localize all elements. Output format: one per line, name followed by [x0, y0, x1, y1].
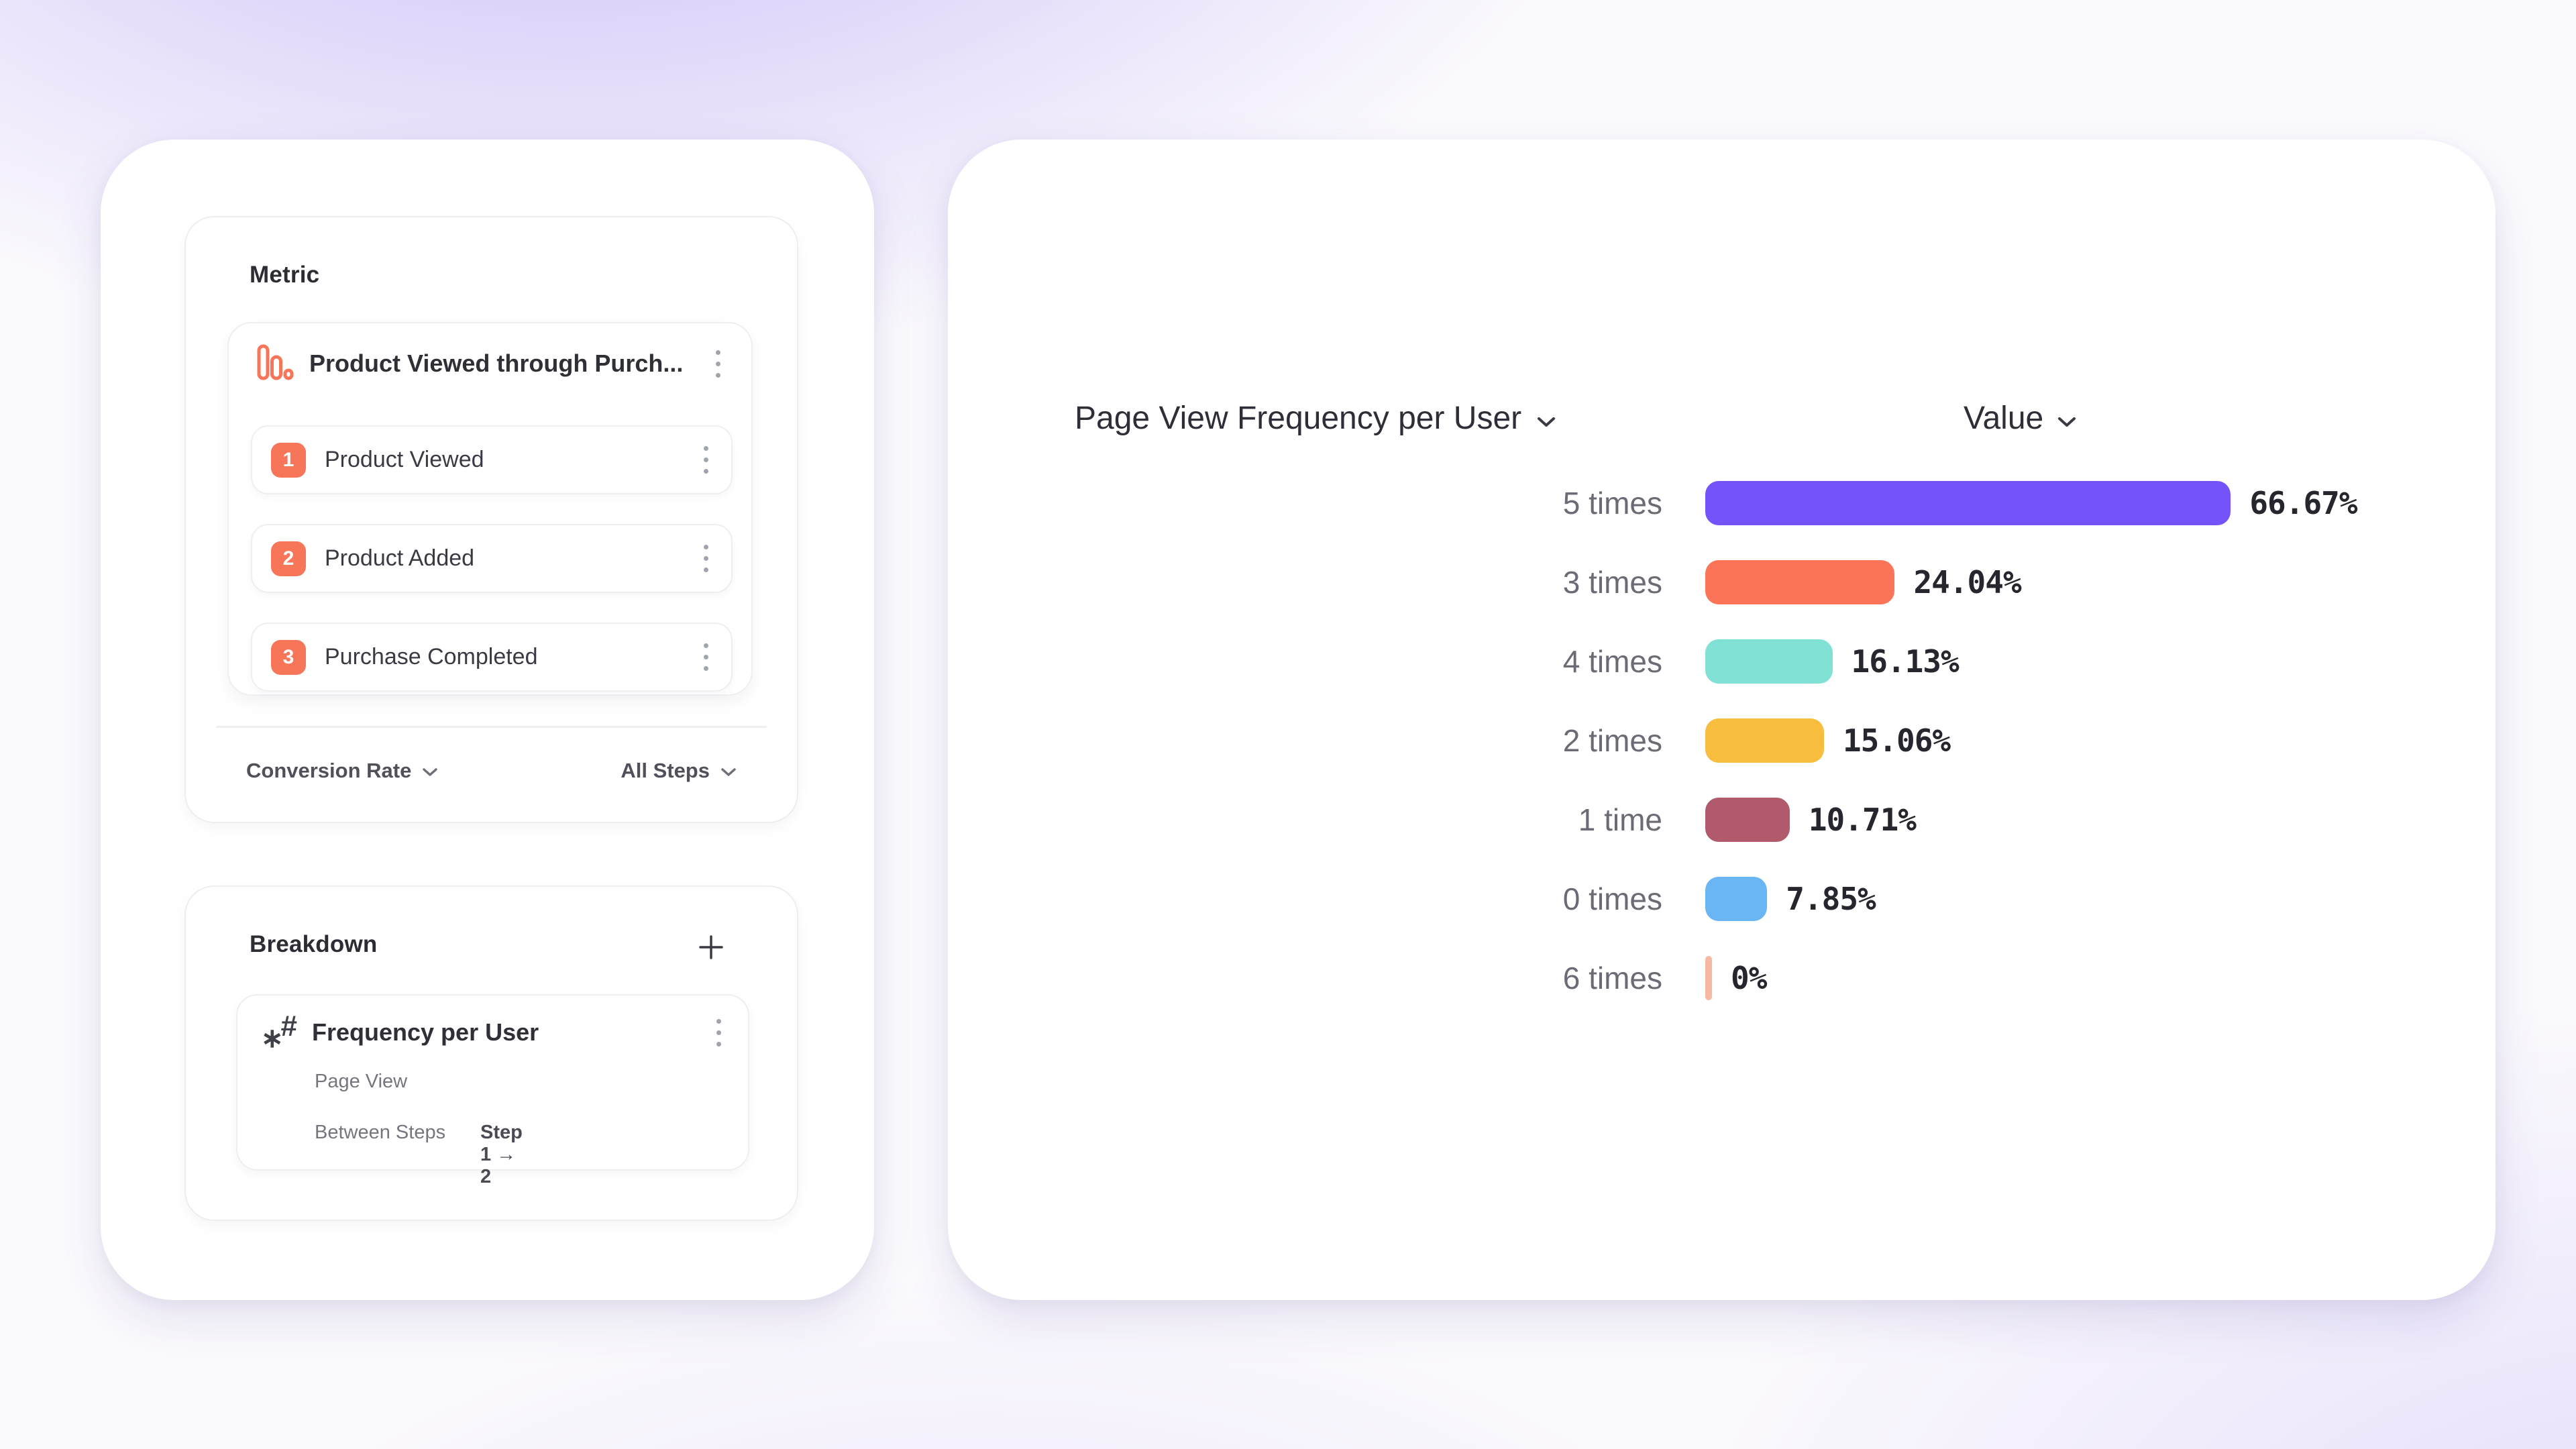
chart-card: Page View Frequency per User Value 5 tim… — [948, 140, 2496, 1300]
chart-row-label: 3 times — [1562, 565, 1662, 600]
breakdown-item-header: # ∗ Frequency per User — [260, 1010, 721, 1055]
chart-bar[interactable] — [1705, 877, 1768, 921]
breakdown-item-scope: Between Steps Step 1 → 2 — [315, 1122, 523, 1187]
chart-value-header: Value — [1964, 400, 2044, 436]
step-kebab-menu[interactable] — [704, 446, 708, 474]
chart-row-label: 0 times — [1562, 881, 1662, 916]
breakdown-scope-value: Step 1 → 2 — [480, 1122, 523, 1187]
breakdown-item[interactable]: # ∗ Frequency per User Page View Between … — [236, 994, 749, 1187]
step-kebab-menu[interactable] — [704, 545, 708, 572]
chevron-down-icon — [720, 759, 737, 783]
chart-bar-value: 10.71% — [1808, 802, 1917, 838]
chart-row: 4 times 16.13% — [948, 622, 2496, 701]
chart-bar-value: 24.04% — [1913, 564, 2021, 600]
chart-bar-value: 15.06% — [1842, 722, 1951, 759]
chart-row: 2 times 15.06% — [948, 701, 2496, 780]
breakdown-item-title: Frequency per User — [312, 1018, 539, 1046]
chart-title: Page View Frequency per User — [1075, 400, 1522, 436]
chart-row: 6 times 0% — [948, 938, 2496, 1018]
funnel-step-row[interactable]: 2 Product Added — [251, 524, 733, 593]
chart-bar[interactable] — [1705, 718, 1824, 763]
chart-row: 0 times 7.85% — [948, 859, 2496, 938]
chart-row: 1 time 10.71% — [948, 780, 2496, 859]
conversion-rate-dropdown-label: Conversion Rate — [246, 759, 412, 782]
step-label: Product Viewed — [325, 447, 484, 472]
chevron-down-icon — [422, 759, 438, 783]
conversion-rate-dropdown[interactable]: Conversion Rate — [246, 759, 438, 783]
chart-bar[interactable] — [1705, 956, 1712, 1000]
query-builder-card: Metric Product Viewed through Purch... 1… — [101, 140, 874, 1300]
breakdown-panel-title: Breakdown — [250, 931, 378, 957]
metric-footer-divider — [216, 726, 767, 728]
metric-panel-title: Metric — [250, 262, 320, 288]
chart-bar[interactable] — [1705, 798, 1790, 842]
chart-bar-value: 66.67% — [2249, 485, 2357, 521]
all-steps-dropdown[interactable]: All Steps — [621, 759, 737, 783]
chart-row-label: 1 time — [1578, 802, 1662, 837]
step-number-badge: 2 — [271, 541, 306, 576]
chart-bar-value: 16.13% — [1851, 643, 1960, 680]
chart-bar[interactable] — [1705, 639, 1833, 684]
chart-row: 5 times 66.67% — [948, 464, 2496, 543]
number-property-icon: # ∗ — [261, 1010, 297, 1053]
funnel-step-row[interactable]: 1 Product Viewed — [251, 425, 733, 494]
add-breakdown-button[interactable] — [692, 928, 730, 966]
all-steps-dropdown-label: All Steps — [621, 759, 710, 782]
breakdown-item-event: Page View — [315, 1071, 408, 1092]
breakdown-panel: Breakdown # ∗ Frequency per User Page Vie… — [184, 885, 798, 1221]
funnel-step-row[interactable]: 3 Purchase Completed — [251, 623, 733, 692]
funnel-bars-icon — [256, 343, 294, 385]
chevron-down-icon — [1536, 400, 1556, 437]
chevron-down-icon — [2057, 400, 2077, 437]
breakdown-kebab-menu[interactable] — [716, 1018, 721, 1046]
step-kebab-menu[interactable] — [704, 643, 708, 671]
chart-bar[interactable] — [1705, 560, 1895, 604]
funnel-metric-container: Product Viewed through Purch... 1 Product… — [227, 322, 753, 696]
funnel-kebab-menu[interactable] — [716, 350, 720, 378]
step-number-badge: 3 — [271, 639, 306, 675]
step-label: Product Added — [325, 545, 475, 571]
funnel-metric-title: Product Viewed through Purch... — [309, 350, 684, 377]
chart-bar-value: 7.85% — [1786, 881, 1876, 917]
step-label: Purchase Completed — [325, 644, 538, 669]
chart-row-label: 5 times — [1562, 486, 1662, 521]
bar-chart: 5 times 66.67% 3 times 24.04% 4 times 16.13% 2… — [948, 464, 2496, 1018]
chart-row: 3 times 24.04% — [948, 543, 2496, 622]
chart-row-label: 2 times — [1562, 723, 1662, 758]
chart-title-dropdown[interactable]: Page View Frequency per User — [1075, 400, 1556, 437]
chart-row-label: 6 times — [1562, 961, 1662, 996]
step-number-badge: 1 — [271, 442, 306, 478]
chart-value-dropdown[interactable]: Value — [1964, 400, 2077, 437]
metric-footer: Conversion Rate All Steps — [246, 747, 737, 794]
chart-bar[interactable] — [1705, 481, 2231, 525]
metric-panel: Metric Product Viewed through Purch... 1… — [184, 216, 798, 823]
funnel-metric-header[interactable]: Product Viewed through Purch... — [229, 323, 751, 404]
breakdown-scope-label: Between Steps — [315, 1122, 446, 1143]
chart-bar-value: 0% — [1731, 960, 1767, 996]
chart-row-label: 4 times — [1562, 644, 1662, 679]
